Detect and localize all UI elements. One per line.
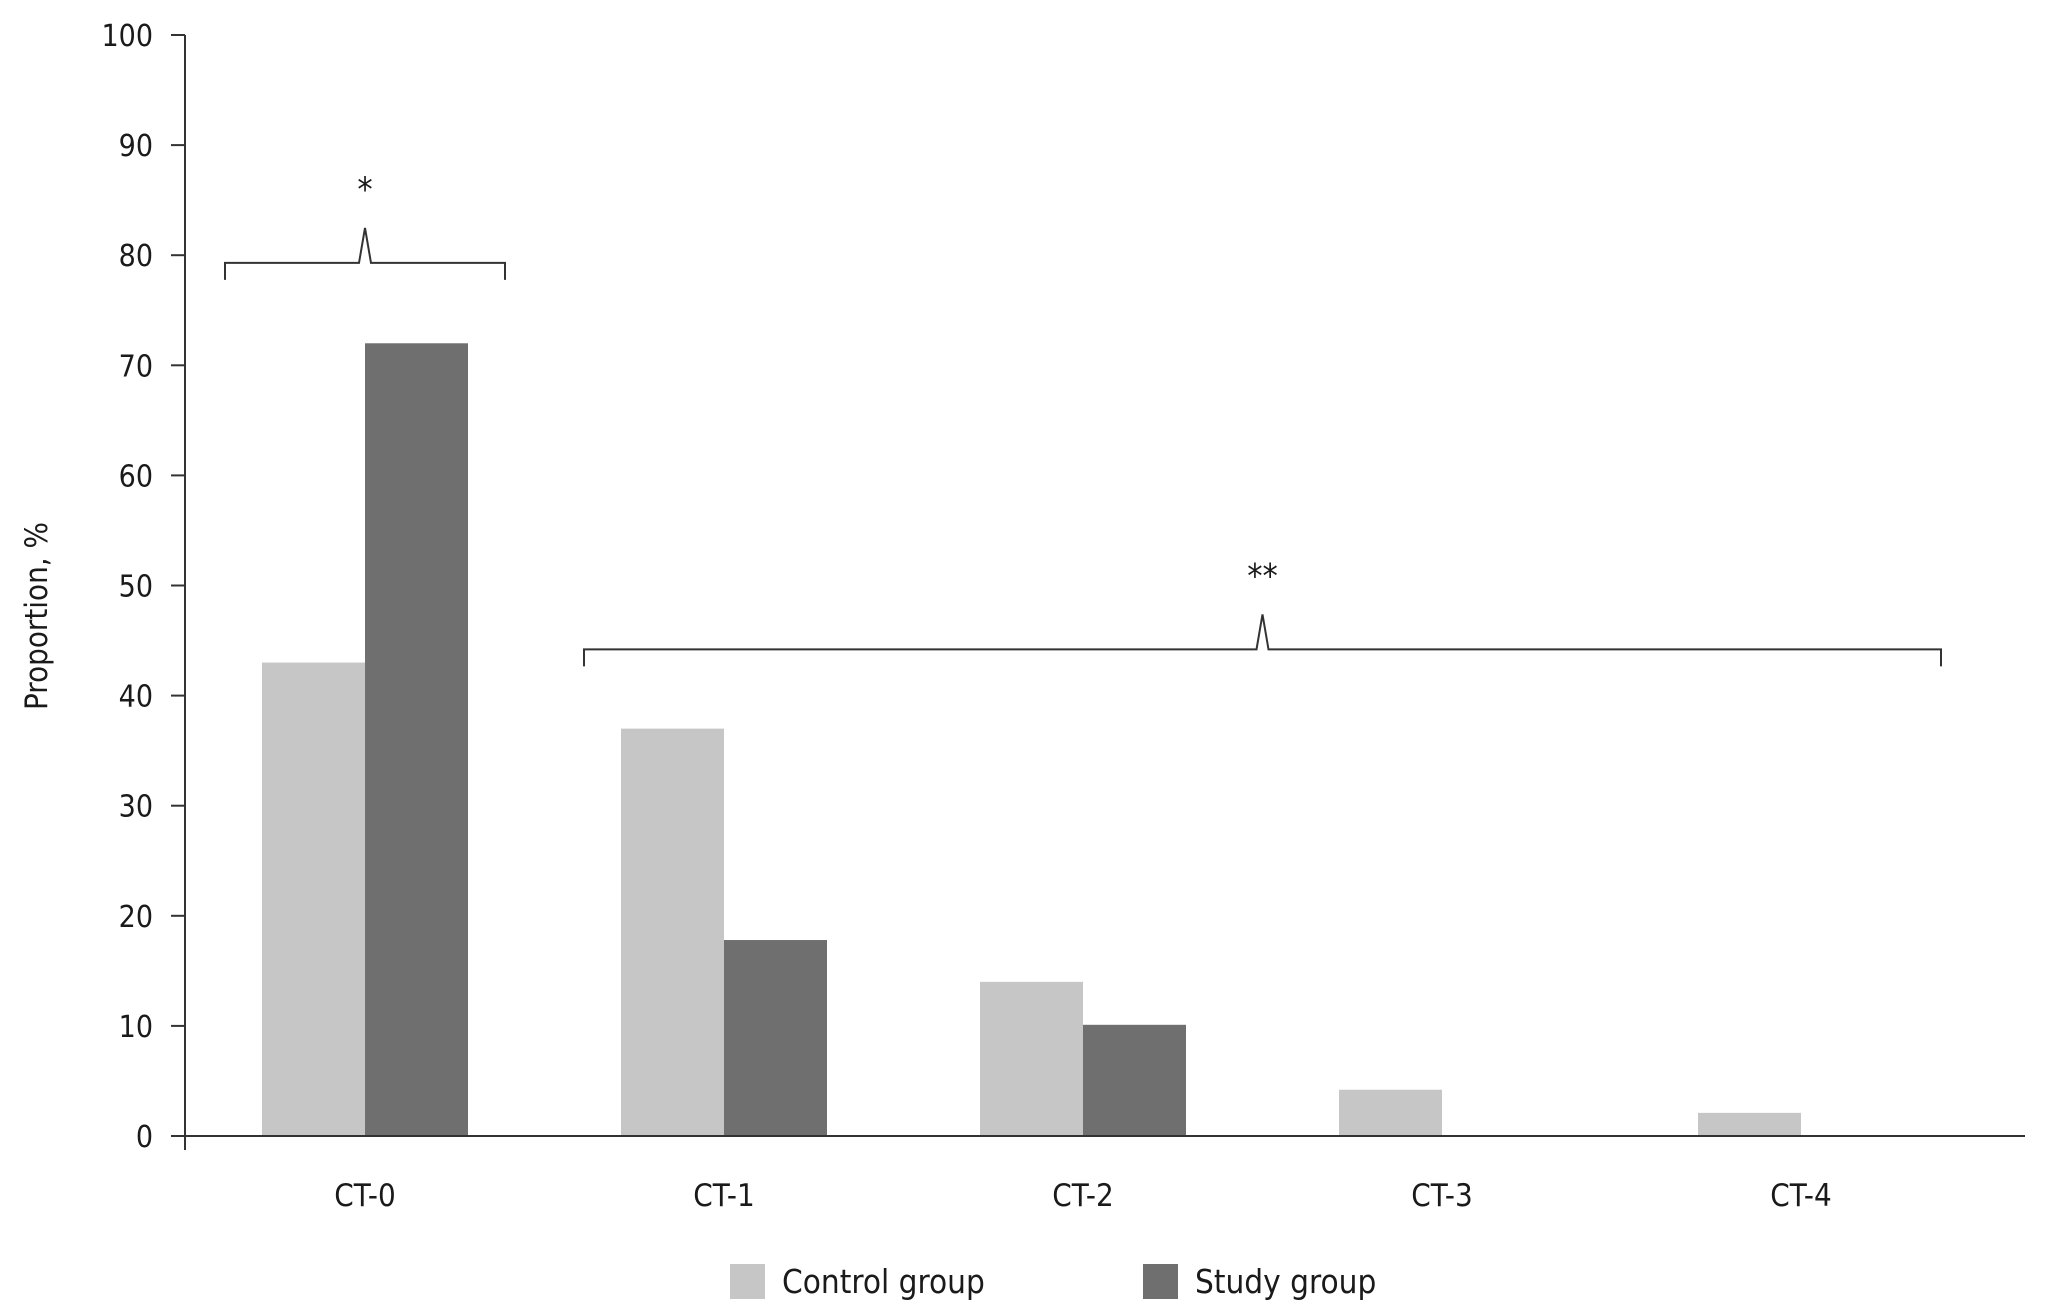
y-tick-label-20: 20	[119, 900, 153, 935]
y-tick-label-0: 0	[136, 1120, 153, 1155]
legend: Control group Study group	[730, 1262, 1376, 1301]
x-tick-label-ct-3: CT-3	[1411, 1178, 1472, 1214]
bar-control-group-ct-0	[262, 662, 365, 1136]
significance-bracket-2	[583, 614, 1942, 667]
y-tick-label-50: 50	[119, 570, 153, 605]
y-tick-label-40: 40	[119, 680, 153, 715]
legend-label-control-group: Control group	[782, 1262, 985, 1301]
x-tick-label-ct-1: CT-1	[693, 1178, 754, 1214]
bar-study-group-ct-2	[1083, 1024, 1186, 1136]
y-axis-label: Proportion, %	[19, 522, 55, 710]
bar-control-group-ct-3	[1339, 1089, 1442, 1136]
significance-brackets: ***	[224, 170, 1942, 667]
y-tick-label-30: 30	[119, 790, 153, 825]
y-tick-label-10: 10	[119, 1010, 153, 1045]
y-tick-label-80: 80	[119, 239, 153, 274]
x-axis-ticks: CT-0 CT-1 CT-2 CT-3 CT-4	[334, 1178, 1831, 1214]
legend-swatch-study-group	[1143, 1264, 1178, 1299]
significance-bracket-1	[224, 227, 506, 280]
bars-layer	[262, 343, 1801, 1136]
legend-swatch-control-group	[730, 1264, 765, 1299]
x-tick-label-ct-0: CT-0	[334, 1178, 395, 1214]
bar-control-group-ct-1	[621, 728, 724, 1136]
bar-control-group-ct-2	[980, 981, 1083, 1136]
x-tick-label-ct-4: CT-4	[1770, 1178, 1831, 1214]
bar-study-group-ct-0	[365, 343, 468, 1136]
bar-study-group-ct-1	[724, 940, 827, 1136]
legend-label-study-group: Study group	[1195, 1262, 1376, 1301]
bar-control-group-ct-4	[1698, 1112, 1801, 1136]
y-tick-label-60: 60	[119, 459, 153, 494]
significance-marker-2: **	[1247, 556, 1278, 596]
x-tick-label-ct-2: CT-2	[1052, 1178, 1113, 1214]
y-tick-label-90: 90	[119, 129, 153, 164]
y-axis-ticks: 0 10 20 30 40 50 60 70 80 90 100	[101, 19, 185, 1155]
significance-marker-1: *	[357, 170, 372, 210]
y-tick-label-70: 70	[119, 349, 153, 384]
y-tick-label-100: 100	[101, 19, 153, 54]
